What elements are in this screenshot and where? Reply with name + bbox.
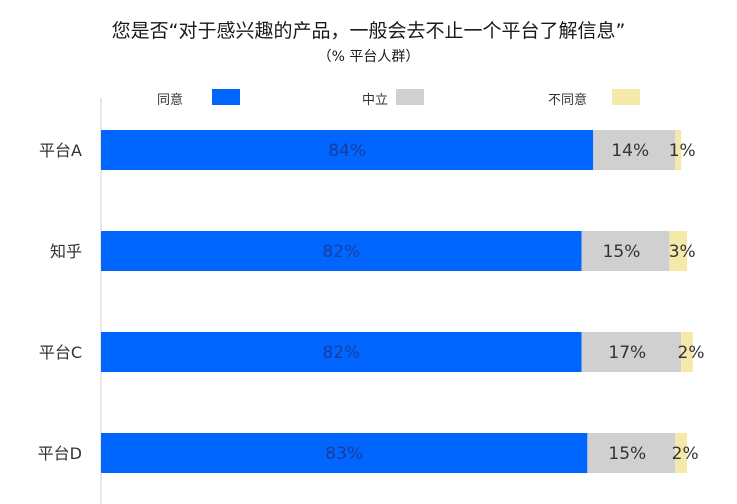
bar-segment-disagree <box>669 231 687 271</box>
data-label-neutral: 14% <box>611 141 649 161</box>
legend-swatch-agree <box>212 89 240 105</box>
category-label: 平台A <box>39 141 82 160</box>
bar-segment-disagree <box>675 433 687 473</box>
legend-swatch-neutral <box>396 89 424 105</box>
chart-title: 您是否“对于感兴趣的产品，一般会去不止一个平台了解信息” <box>111 20 626 42</box>
data-label-disagree: 2% <box>678 343 705 363</box>
legend-label-disagree: 不同意 <box>548 93 588 108</box>
category-label: 知乎 <box>50 242 82 261</box>
legend-swatch-disagree <box>612 89 640 105</box>
legend-label-agree: 同意 <box>157 93 184 108</box>
bar-segment-agree <box>101 332 582 372</box>
data-label-agree: 82% <box>322 242 360 262</box>
bar-segment-neutral <box>581 332 682 372</box>
data-label-disagree: 2% <box>672 444 699 464</box>
bar-segment-agree <box>101 130 594 170</box>
legend-label-neutral: 中立 <box>362 93 389 108</box>
bar-segment-neutral <box>587 433 676 473</box>
bar-segment-agree <box>101 433 588 473</box>
data-label-disagree: 3% <box>669 242 696 262</box>
data-label-agree: 84% <box>328 141 366 161</box>
category-label: 平台D <box>38 444 82 463</box>
data-label-neutral: 15% <box>608 444 646 464</box>
data-label-agree: 83% <box>325 444 363 464</box>
bar-segment-neutral <box>593 130 676 170</box>
data-label-disagree: 1% <box>669 141 696 161</box>
data-label-neutral: 15% <box>603 242 641 262</box>
chart-subtitle: （% 平台人群） <box>317 49 420 65</box>
data-label-agree: 82% <box>322 343 360 363</box>
category-label: 平台C <box>39 343 82 362</box>
bar-segment-disagree <box>675 130 682 170</box>
data-label-neutral: 17% <box>608 343 646 363</box>
bar-segment-disagree <box>681 332 693 372</box>
bar-segment-neutral <box>581 231 670 271</box>
bar-segment-agree <box>101 231 582 271</box>
